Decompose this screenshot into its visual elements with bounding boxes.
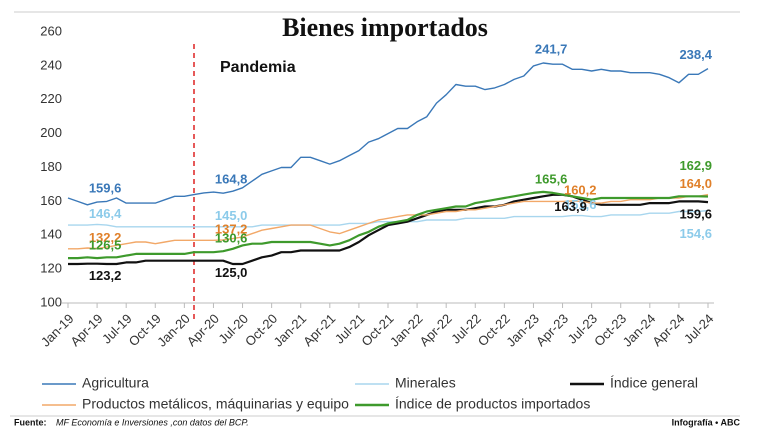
- value-label: 163,9: [554, 199, 587, 214]
- value-label: 154,6: [679, 226, 712, 241]
- value-label: 123,2: [89, 268, 122, 283]
- value-label: 145,0: [215, 208, 248, 223]
- value-label: 125,0: [215, 265, 248, 280]
- value-label: 146,4: [89, 206, 122, 221]
- credit: Infografía • ABC: [672, 417, 741, 427]
- y-tick-label: 100: [40, 294, 62, 309]
- chart-title: Bienes importados: [282, 13, 488, 42]
- legend-label: Índice de productos importados: [395, 396, 590, 412]
- y-tick-label: 240: [40, 57, 62, 72]
- value-label: 159,6: [89, 180, 122, 195]
- y-tick-label: 180: [40, 159, 62, 174]
- y-tick-label: 140: [40, 227, 62, 242]
- series-line: [68, 190, 709, 260]
- value-label: 126,5: [89, 238, 122, 253]
- series-line: [68, 209, 709, 228]
- series-line: [67, 62, 709, 206]
- value-label: 238,4: [679, 47, 712, 62]
- y-tick-label: 260: [40, 23, 62, 38]
- value-label: 164,8: [215, 172, 248, 187]
- value-label: 162,9: [679, 158, 712, 173]
- legend-label: Minerales: [395, 375, 456, 391]
- value-label: 151,6: [564, 197, 597, 212]
- value-label: 164,0: [679, 176, 712, 191]
- annotation: Pandemia: [220, 59, 296, 76]
- y-tick-label: 160: [40, 193, 62, 208]
- value-label: 165,6: [535, 171, 568, 186]
- y-tick-label: 200: [40, 125, 62, 140]
- legend-label: Productos metálicos, máquinarias y equip…: [82, 396, 349, 412]
- y-tick-label: 120: [40, 261, 62, 276]
- legend-label: Agricultura: [82, 375, 149, 391]
- y-tick-label: 220: [40, 91, 62, 106]
- value-label: 160,2: [564, 182, 597, 197]
- series-line: [68, 193, 709, 250]
- series-line: [68, 193, 709, 266]
- source-label: Fuente:: [14, 417, 47, 427]
- value-label: 132,2: [89, 230, 122, 245]
- legend-label: Índice general: [610, 375, 698, 391]
- value-label: 159,6: [679, 206, 712, 221]
- value-label: 137,2: [215, 221, 248, 236]
- source: MF Economía e Inversiones ,con datos del…: [56, 417, 249, 427]
- value-label: 130,6: [215, 231, 248, 246]
- value-label: 241,7: [535, 41, 568, 56]
